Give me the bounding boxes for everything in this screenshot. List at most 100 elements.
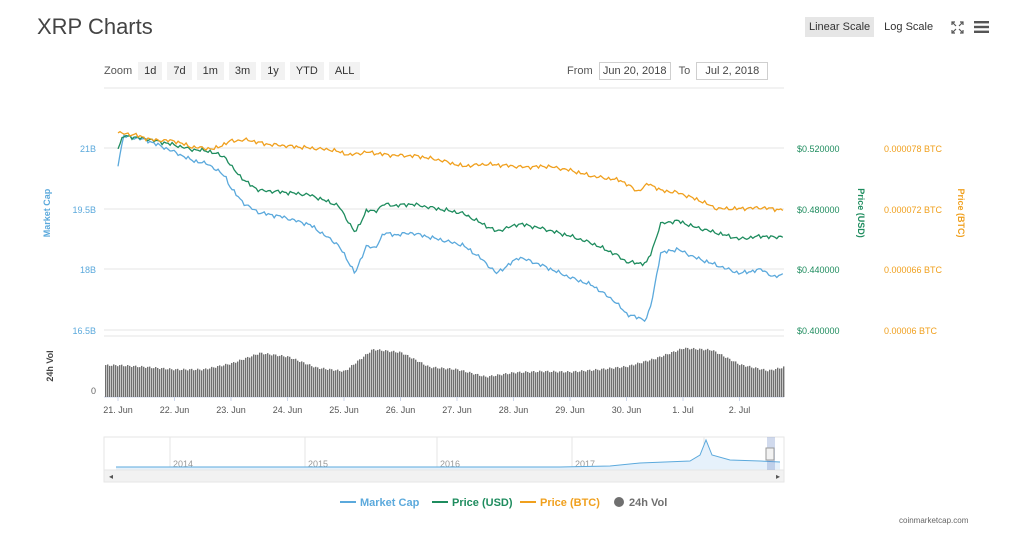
from-date-input[interactable]: Jun 20, 2018 [598, 62, 671, 80]
volume-bar [173, 370, 175, 397]
volume-bar [521, 372, 523, 397]
volume-bar [361, 359, 363, 397]
fullscreen-icon[interactable] [947, 17, 967, 37]
volume-bar [129, 365, 131, 397]
volume-bar [587, 370, 589, 397]
volume-bar [455, 368, 457, 397]
volume-bar [213, 367, 215, 397]
volume-bar [581, 370, 583, 397]
volume-bar [643, 361, 645, 397]
volume-bar [583, 370, 585, 397]
volume-bar [403, 354, 405, 397]
volume-bar [713, 350, 715, 397]
volume-bar [773, 370, 775, 397]
volume-bar [335, 370, 337, 397]
volume-bar [667, 354, 669, 397]
volume-bar [625, 366, 627, 397]
volume-bar [711, 350, 713, 397]
volume-bar [487, 377, 489, 397]
volume-bar [759, 369, 761, 397]
volume-bar [741, 364, 743, 397]
volume-bar [681, 349, 683, 397]
navigator-handle [765, 447, 775, 461]
volume-bar [655, 359, 657, 397]
zoom-1y-button[interactable]: 1y [261, 62, 285, 80]
series-line-market-cap [117, 133, 784, 323]
volume-bar [421, 362, 423, 397]
volume-bar [753, 368, 755, 397]
hamburger-menu-icon[interactable] [971, 17, 991, 37]
volume-bar [781, 368, 783, 397]
volume-bar [765, 370, 767, 397]
market-cap-axis-title: Market Cap [42, 188, 52, 237]
volume-bar [401, 352, 403, 397]
volume-bar [575, 370, 577, 397]
navigator[interactable]: 20142015201620172018◂▸ [103, 436, 785, 483]
volume-bar [505, 373, 507, 397]
volume-bar [329, 368, 331, 397]
volume-bar [313, 367, 315, 397]
volume-bar [351, 365, 353, 397]
volume-bar [677, 350, 679, 397]
volume-bar [363, 356, 365, 397]
volume-bar [471, 372, 473, 397]
x-tick-label: 22. Jun [160, 405, 190, 415]
volume-bar [251, 356, 253, 397]
volume-bar [407, 354, 409, 397]
volume-bar [273, 354, 275, 397]
volume-bar [695, 349, 697, 397]
x-tick-label: 2. Jul [729, 405, 751, 415]
volume-bar [747, 366, 749, 397]
volume-bar [157, 367, 159, 397]
volume-bar [345, 370, 347, 397]
volume-bar [687, 347, 689, 397]
zoom-ytd-button[interactable]: YTD [289, 62, 324, 80]
volume-bar [663, 355, 665, 397]
volume-bar [733, 361, 735, 397]
volume-bar [435, 366, 437, 397]
volume-bar [465, 372, 467, 397]
volume-bar [241, 359, 243, 397]
volume-bar [441, 367, 443, 397]
volume-bar [381, 350, 383, 397]
linear-scale-button[interactable]: Linear Scale [805, 17, 875, 37]
volume-bar [341, 371, 343, 397]
zoom-7d-button[interactable]: 7d [167, 62, 192, 80]
x-tick-label: 27. Jun [442, 405, 472, 415]
log-scale-button[interactable]: Log Scale [884, 21, 934, 33]
volume-bar [651, 358, 653, 397]
volume-bar [417, 361, 419, 397]
volume-bar [495, 375, 497, 397]
volume-bar [339, 371, 341, 397]
zoom-1d-button[interactable]: 1d [138, 62, 163, 80]
volume-bar [179, 370, 181, 397]
zoom-3m-button[interactable]: 3m [228, 62, 257, 80]
legend-label-price-usd: Price (USD) [452, 497, 513, 509]
volume-bar [283, 356, 285, 397]
volume-bar [555, 371, 557, 397]
to-date-input[interactable]: Jul 2, 2018 [696, 62, 769, 80]
price-btc-tick-label: 0.00006 BTC [884, 326, 938, 336]
volume-bar [633, 365, 635, 397]
navigator-scrollbar [103, 469, 785, 483]
volume-bar [479, 375, 481, 397]
volume-bar [301, 361, 303, 397]
zoom-1m-button[interactable]: 1m [196, 62, 224, 80]
volume-bar [437, 368, 439, 397]
volume-bar [297, 360, 299, 397]
zoom-all-button[interactable]: ALL [328, 62, 361, 80]
volume-bar [701, 348, 703, 397]
volume-bar [119, 365, 121, 397]
volume-bar [729, 358, 731, 397]
series-lines [117, 130, 784, 323]
volume-bar [577, 372, 579, 397]
volume-bar [275, 354, 277, 397]
volume-bar [499, 374, 501, 397]
volume-bar [777, 367, 779, 397]
price-usd-tick-label: $0.520000 [797, 144, 840, 154]
volume-bar [745, 366, 747, 397]
volume-bar [325, 369, 327, 397]
volume-bar [569, 371, 571, 397]
volume-bar [391, 351, 393, 397]
